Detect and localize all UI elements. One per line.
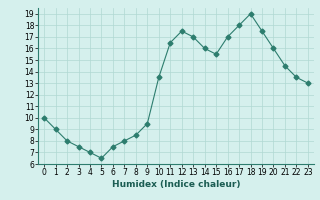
X-axis label: Humidex (Indice chaleur): Humidex (Indice chaleur) — [112, 180, 240, 189]
